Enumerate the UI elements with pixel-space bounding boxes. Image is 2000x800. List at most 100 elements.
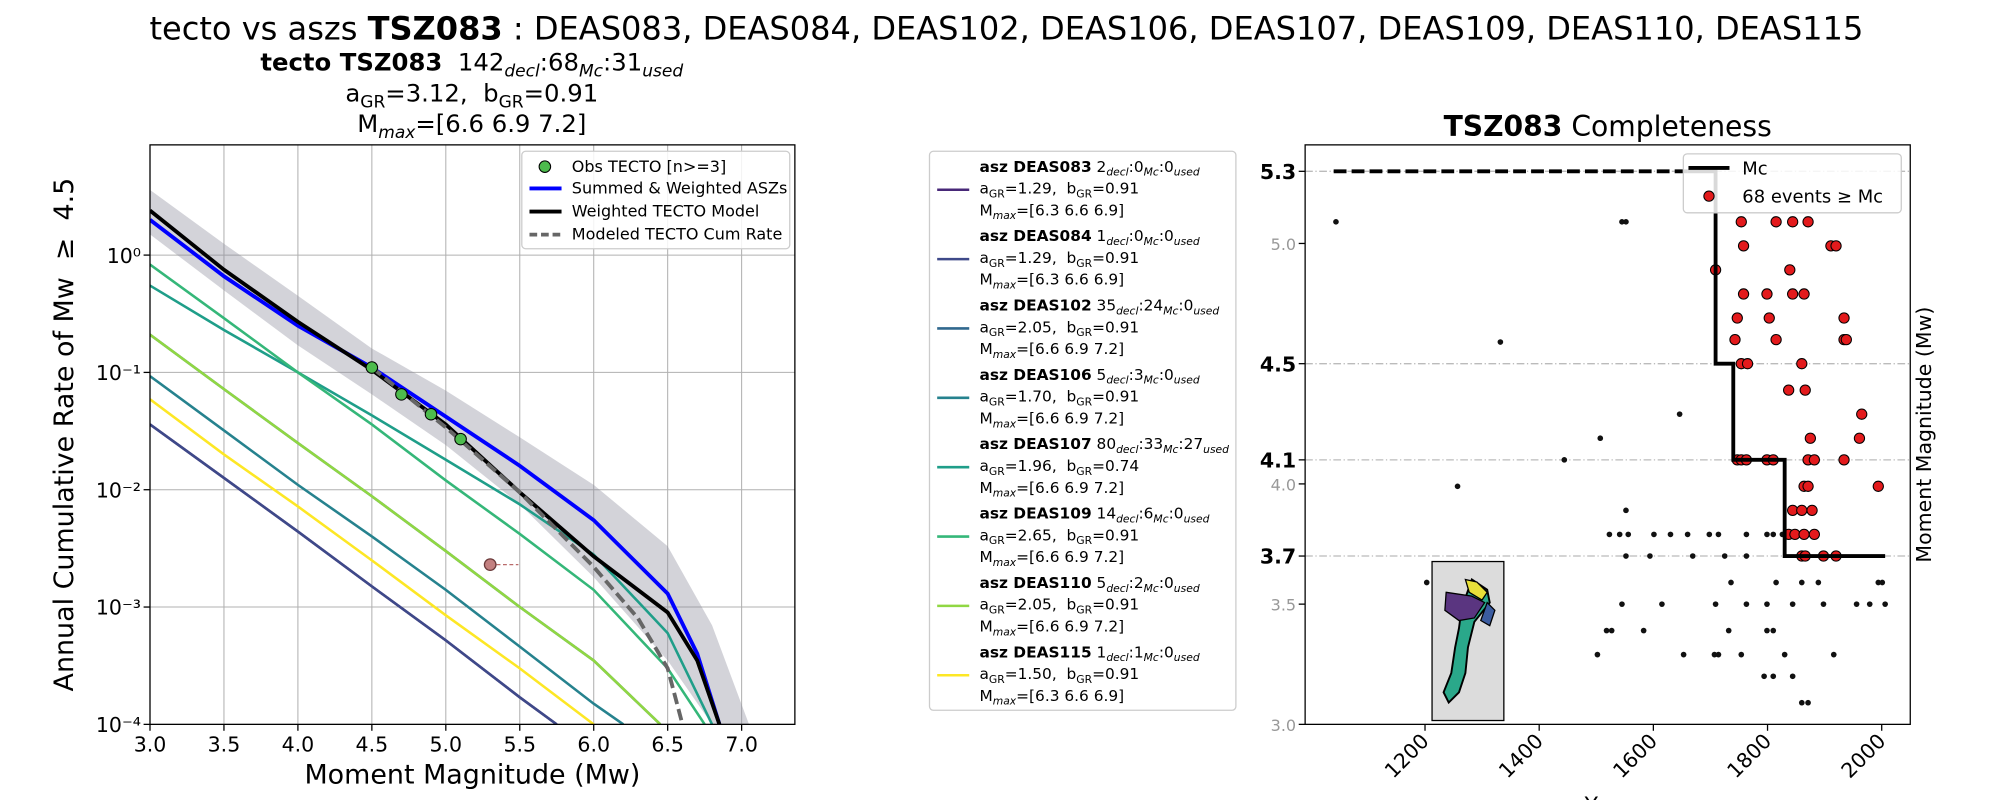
complete-event-point [1872,480,1884,492]
text-run: 14 [1092,505,1116,523]
complete-event-point [1830,240,1842,252]
text-run: M [979,618,992,636]
y-tick-label: 10⁻³ [96,596,141,620]
legend-label: Mmax=[6.6 6.9 7.2] [979,479,1124,500]
event-point [1712,601,1719,607]
complete-event-point [1808,528,1820,541]
event-point [1789,601,1796,607]
complete-event-point [1802,216,1814,228]
event-point [1866,601,1873,607]
legend-label: Mmax=[6.3 6.6 6.9] [979,687,1124,708]
figure-title: tecto vs aszs TSZ083 : DEAS083, DEAS084,… [149,10,1863,48]
complete-event-point [1798,528,1810,541]
x-tick-label: 3.5 [208,732,241,756]
axes-frame [1304,144,1911,725]
event-point [1606,531,1613,538]
complete-event-point [1737,240,1750,252]
text-run: =1.50, b [1005,665,1077,683]
complete-event-point [1853,432,1866,444]
text-run: GR [989,465,1005,478]
legend-frame [1682,153,1902,214]
text-run: =0.74 [1092,457,1139,475]
text-run: :0 [1159,366,1174,384]
y-tick-label: 3.0 [1271,716,1296,735]
mc-tick-label: 4.5 [1260,352,1296,376]
text-run: GR [1076,604,1092,617]
legend-label: asz DEAS102 35decl:24Mc:0used [979,297,1219,318]
text-run: GR [1076,465,1092,478]
text-run: :27 [1178,435,1203,453]
event-point [1619,218,1625,225]
legend-label: asz DEAS106 5decl:3Mc:0used [979,366,1199,387]
text-run: asz DEAS107 [979,435,1091,453]
text-run: 35 [1092,297,1116,315]
complete-event-point [1731,312,1743,324]
text-run: =2.65, b [1005,526,1077,544]
text-run: :2 [1129,574,1144,592]
text-run: max [993,348,1017,361]
event-point [1647,553,1653,559]
text-run: GR [989,673,1005,686]
event-point [1423,579,1430,586]
text-run: =[6.6 6.9 7.2] [1016,409,1124,427]
text-run: Mc [1153,512,1168,525]
complete-event-point [1796,504,1808,516]
event-point [1875,579,1882,586]
event-point [1454,483,1461,490]
legend-label: asz DEAS107 80decl:33Mc:27used [979,435,1229,456]
legend-label: Summed & Weighted ASZs [572,179,788,198]
plot-area [150,189,750,725]
text-run: :33 [1138,435,1163,453]
event-point [1743,531,1750,538]
inset-map [1431,560,1505,722]
legend-label: asz DEAS115 1decl:1Mc:0used [979,643,1199,664]
legend-label: aGR=2.05, bGR=0.91 [979,318,1139,339]
text-run: decl [1106,651,1128,664]
event-point [1625,531,1632,538]
event-point [1619,601,1625,607]
text-run: =0.91 [1092,665,1139,683]
observed-point [365,361,379,374]
event-point [1561,457,1568,463]
text-run: GR [360,92,385,112]
x-axis-label: Year [1584,794,1631,800]
complete-event-point [1735,216,1747,228]
y-tick-label: 10⁻⁴ [96,713,141,737]
event-point [1789,673,1796,680]
axes-title: aGR=3.12, bGR=0.91 [345,78,598,112]
text-run: a [979,180,988,198]
event-point [1715,651,1722,658]
legend-label: aGR=1.96, bGR=0.74 [979,457,1139,478]
legend-label: Mmax=[6.3 6.6 6.9] [979,201,1124,222]
text-run: asz DEAS102 [979,297,1091,315]
text-run: max [993,209,1017,222]
legend-label: Weighted TECTO Model [572,202,760,221]
text-run: a [979,388,988,406]
text-run: M [979,201,992,219]
complete-event-point [1804,432,1816,444]
text-run: =[6.3 6.6 6.9] [1016,201,1124,219]
x-tick-label: 5.5 [503,732,536,756]
event-point [1594,651,1601,658]
asz-legend-frame [928,150,1237,711]
complete-event-point [1808,454,1820,466]
x-tick-label: 4.0 [282,732,315,756]
y-tick-label: 10⁰ [107,244,141,268]
legend-frame [521,150,791,250]
event-point [1623,218,1629,225]
event-point [1728,579,1734,586]
complete-event-point [1856,408,1868,420]
text-run: :0 [1159,227,1174,245]
text-run: max [993,279,1017,292]
text-run: : DEAS083, DEAS084, DEAS102, DEAS106, DE… [503,10,1864,48]
text-run: =0.91 [524,78,599,107]
text-run: =0.91 [1092,388,1139,406]
text-run: tecto vs aszs [149,10,367,48]
text-run: asz DEAS110 [979,574,1091,592]
text-run: used [642,62,683,82]
text-run: :0 [1159,158,1174,176]
event-point [1798,699,1805,706]
event-point [1725,627,1732,634]
complete-event-point [1783,384,1795,396]
